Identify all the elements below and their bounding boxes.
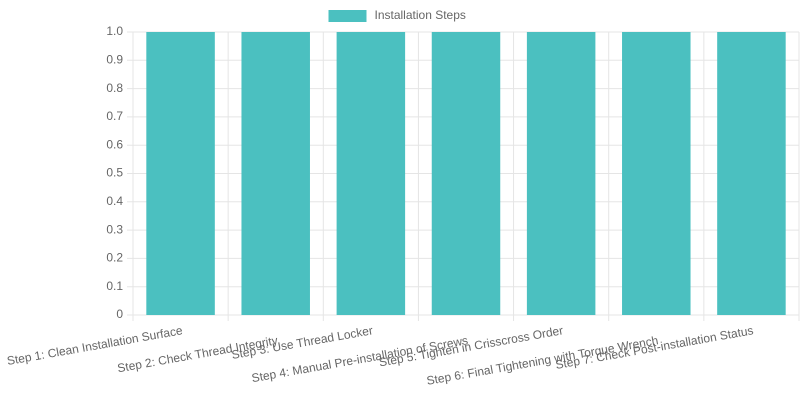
bar	[336, 32, 406, 315]
legend-label: Installation Steps	[375, 8, 466, 22]
y-tick-label: 0.7	[106, 109, 123, 123]
bar	[526, 32, 596, 315]
y-tick-label: 0.8	[106, 81, 123, 95]
y-tick-label: 0.4	[106, 194, 123, 208]
bar	[431, 32, 501, 315]
y-tick-label: 0	[116, 307, 123, 321]
bar	[717, 32, 786, 315]
bar	[622, 32, 691, 315]
y-tick-label: 0.6	[106, 137, 123, 151]
legend-swatch	[328, 10, 367, 22]
y-tick-label: 0.1	[106, 279, 123, 293]
y-tick-label: 0.5	[106, 166, 123, 180]
y-tick-label: 1.0	[106, 24, 123, 38]
bar	[146, 32, 215, 315]
bar	[241, 32, 310, 315]
y-tick-label: 0.3	[106, 222, 123, 236]
y-tick-label: 0.2	[106, 251, 123, 265]
y-tick-label: 0.9	[106, 52, 123, 66]
